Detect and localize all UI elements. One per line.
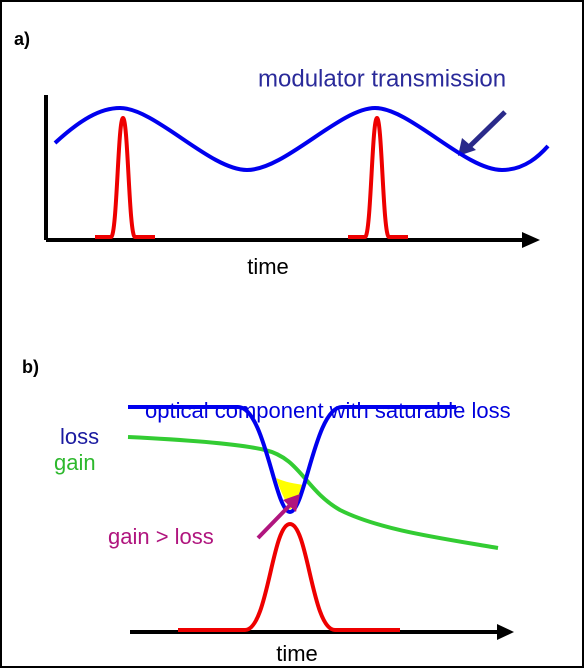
annotation: gain > loss (108, 524, 214, 549)
pulse (178, 521, 400, 632)
axis-arrow (497, 624, 514, 640)
pointer-arrow (466, 110, 507, 150)
loss-label: loss (60, 424, 99, 449)
axis-label: time (247, 254, 289, 279)
gain-label: gain (54, 450, 96, 475)
net-gain-area (276, 478, 305, 510)
panel-label: b) (22, 357, 39, 377)
curve-label: modulator transmission (258, 65, 506, 92)
panel-label: a) (14, 29, 30, 49)
pointer-head (458, 138, 476, 156)
axis-label: time (276, 641, 318, 666)
annotation-arrow (256, 501, 294, 540)
loss-curve (128, 405, 456, 515)
axis-arrow (522, 232, 540, 248)
pulse (95, 115, 155, 239)
modulator-curve (53, 105, 550, 173)
annotation-head (283, 494, 300, 512)
pulse (348, 115, 408, 239)
